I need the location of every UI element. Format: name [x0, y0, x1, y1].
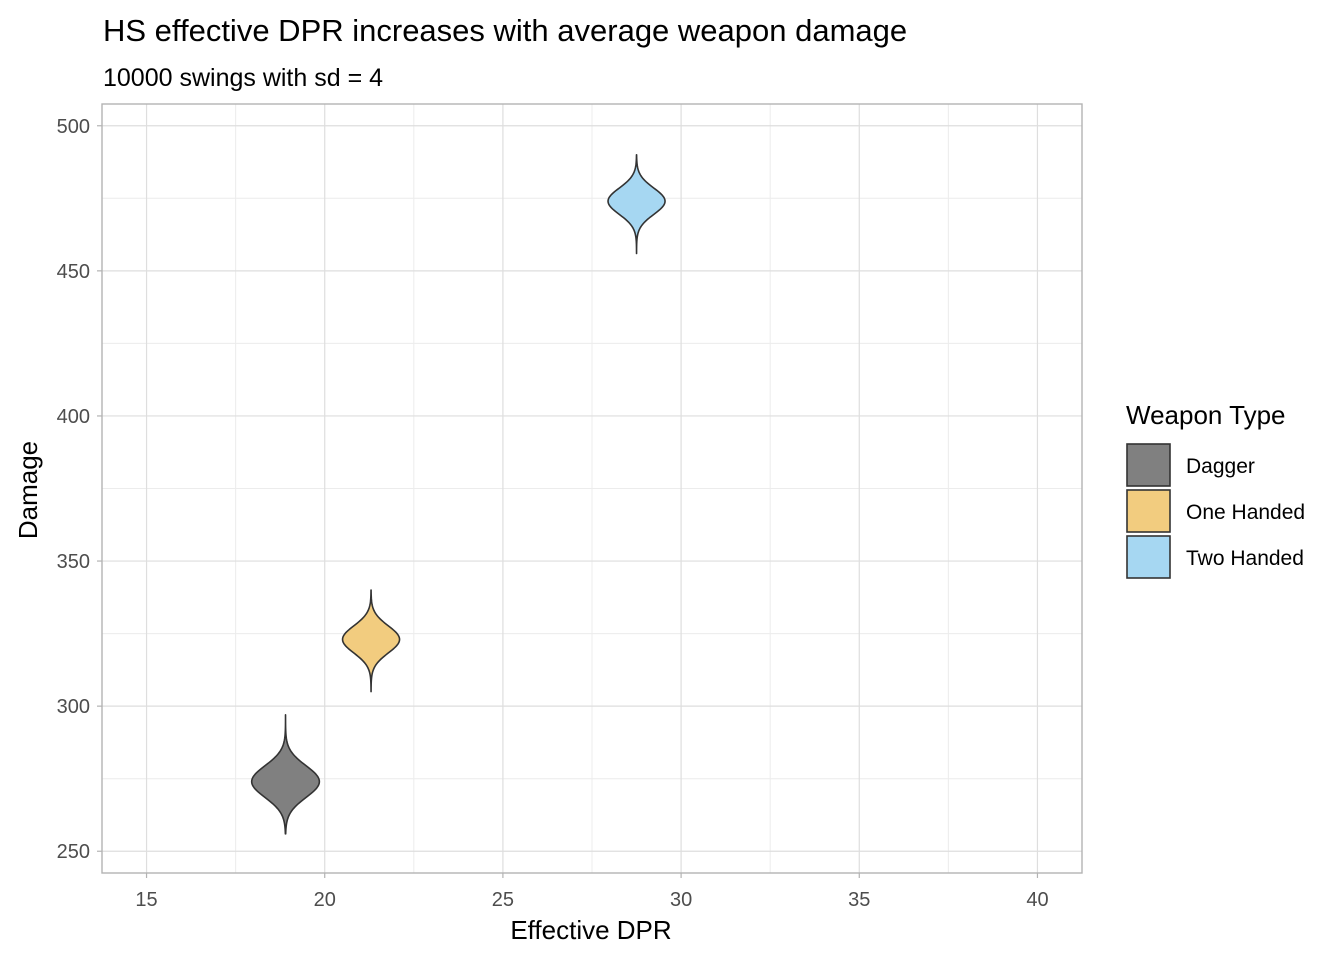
y-tick-label: 350: [57, 551, 90, 573]
y-tick-label: 250: [57, 841, 90, 863]
violin-dagger: [250, 714, 321, 835]
x-tick-label: 25: [492, 889, 514, 911]
x-tick-label: 40: [1026, 889, 1048, 911]
legend-key-two-handed: [1126, 535, 1171, 579]
violin-two-handed: [607, 153, 666, 255]
y-tick-label: 300: [57, 696, 90, 718]
violins: [250, 153, 666, 835]
x-tick-label: 30: [670, 889, 692, 911]
grid-lines: [102, 104, 1082, 873]
violin-one-handed: [341, 589, 401, 693]
legend-title: Weapon Type: [1126, 400, 1286, 430]
chart-title: HS effective DPR increases with average …: [103, 13, 907, 48]
panel-border: [101, 103, 1083, 874]
x-axis-title: Effective DPR: [510, 915, 671, 945]
y-tick-label: 500: [57, 116, 90, 138]
y-axis-title: Damage: [13, 441, 43, 539]
chart-subtitle: 10000 swings with sd = 4: [103, 64, 383, 92]
legend-label: One Handed: [1186, 501, 1305, 524]
x-tick-label: 15: [135, 889, 157, 911]
y-tick-label: 400: [57, 406, 90, 428]
plot-panel: [101, 103, 1083, 874]
legend-label: Dagger: [1186, 455, 1255, 478]
x-tick-label: 35: [848, 889, 870, 911]
legend-label: Two Handed: [1186, 547, 1304, 570]
x-tick-label: 20: [314, 889, 336, 911]
x-axis-ticks: 15 20 25 30 35 40: [135, 873, 1049, 911]
y-axis-ticks: 250 300 350 400 450 500: [57, 116, 102, 863]
legend-key-one-handed: [1126, 489, 1171, 533]
legend: Weapon Type Dagger One Handed Two Handed: [1126, 400, 1305, 579]
legend-key-dagger: [1126, 443, 1171, 487]
y-tick-label: 450: [57, 261, 90, 283]
